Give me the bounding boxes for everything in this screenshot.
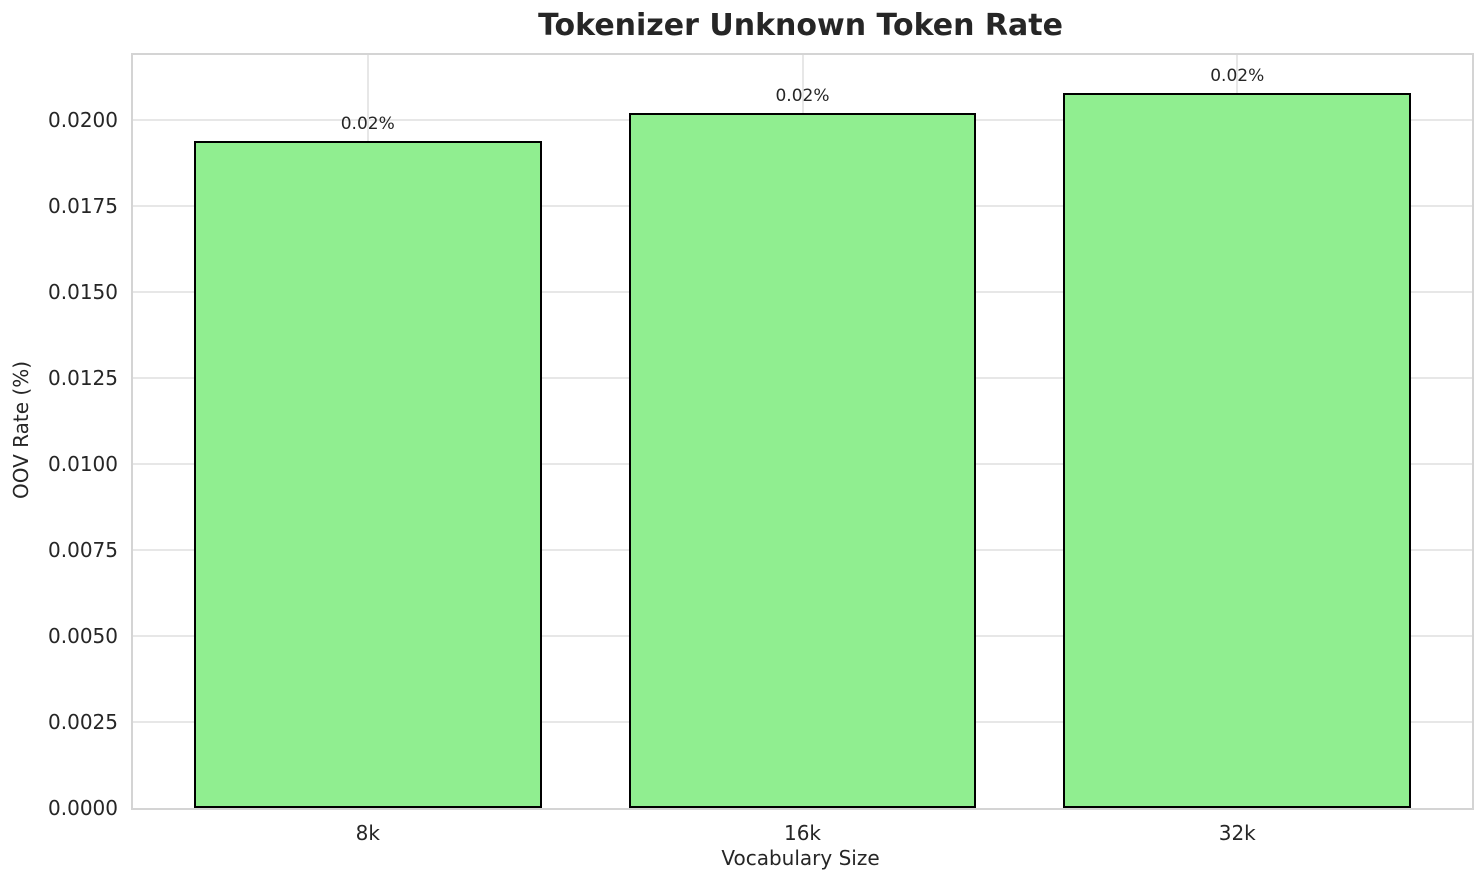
x-tick-label: 32k [1218,821,1256,845]
y-axis-label: OOV Rate (%) [9,361,33,499]
y-tick-label: 0.0025 [48,710,118,735]
bar-32k [1063,92,1412,808]
x-tick-label: 8k [355,821,380,845]
bar-value-label: 0.02% [775,86,830,107]
y-tick-label: 0.0125 [48,366,118,391]
x-axis-label: Vocabulary Size [721,846,880,870]
y-tick-label: 0.0150 [48,280,118,305]
bar-8k [193,140,542,808]
y-tick-label: 0.0175 [48,194,118,219]
plot-area: 0.02% 0.02% 0.02% [131,53,1474,810]
y-tick-label: 0.0000 [48,796,118,820]
y-tick-label: 0.0200 [48,108,118,133]
y-tick-label: 0.0075 [48,538,118,563]
chart-title: Tokenizer Unknown Token Rate [538,8,1063,43]
y-tick-label: 0.0100 [48,452,118,477]
bar-value-label: 0.02% [1210,65,1265,86]
y-tick-label: 0.0050 [48,624,118,649]
bar-16k [628,113,977,808]
x-tick-label: 16k [783,821,822,845]
bar-value-label: 0.02% [340,113,395,134]
